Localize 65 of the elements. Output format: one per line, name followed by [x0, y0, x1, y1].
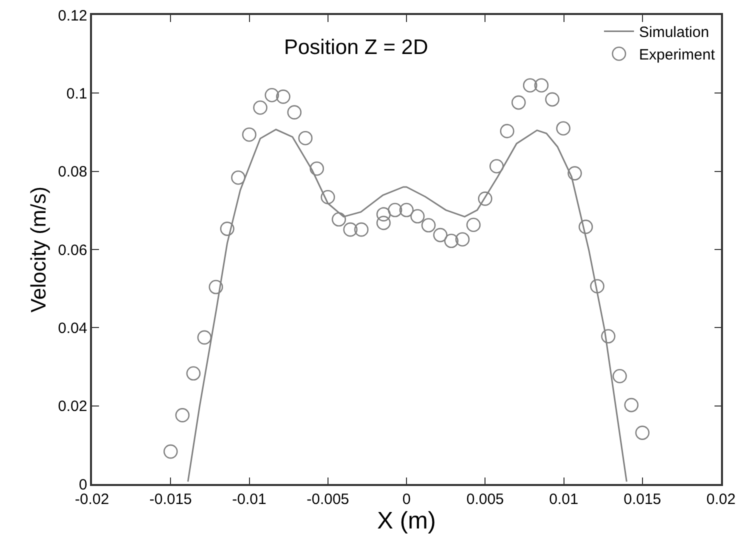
- point: [310, 161, 324, 176]
- point: [601, 329, 616, 344]
- point: [399, 202, 414, 218]
- point: [343, 222, 358, 237]
- point: [242, 127, 256, 142]
- point: [197, 330, 212, 345]
- y-tick-label: 0.12: [58, 7, 88, 24]
- x-tick-label: -0.01: [232, 490, 266, 508]
- point: [556, 121, 570, 136]
- x-tick-label: 0.015: [624, 490, 662, 508]
- x-tick-label: -0.015: [149, 490, 192, 508]
- x-tick-label: 0: [402, 490, 411, 508]
- point: [433, 228, 448, 242]
- point: [489, 159, 504, 174]
- text: Position Z = 2D: [284, 36, 428, 59]
- point: [175, 408, 190, 422]
- y-tick-label: 0.02: [58, 398, 88, 416]
- point: [354, 222, 369, 237]
- point: [545, 92, 560, 107]
- x-tick-label: 0.01: [549, 490, 578, 508]
- point: [208, 280, 224, 294]
- x-axis-title: X (m): [377, 508, 436, 535]
- point: [320, 190, 336, 204]
- point: [231, 170, 246, 185]
- point: [511, 95, 526, 110]
- point: [455, 232, 470, 246]
- point: [376, 207, 391, 222]
- point: [466, 218, 481, 232]
- point: [590, 279, 604, 294]
- point: [388, 202, 402, 218]
- point: [500, 124, 514, 138]
- point: [253, 100, 268, 115]
- y-axis-title: Velocity (m/s): [28, 186, 51, 313]
- point: [186, 366, 201, 381]
- point: [276, 90, 290, 104]
- x-tick-label: 0.005: [466, 490, 504, 508]
- y-tick-label: 0.04: [58, 320, 88, 337]
- point: [376, 216, 391, 230]
- line-series: [187, 128, 628, 482]
- x-tick-label: -0.005: [306, 490, 350, 508]
- point: [568, 166, 582, 180]
- point: [624, 398, 639, 412]
- point: [578, 220, 593, 234]
- x-tick-label: 0.02: [706, 490, 736, 508]
- point: [612, 368, 627, 384]
- point: [635, 426, 650, 440]
- y-tick-label: 0.08: [58, 164, 88, 181]
- y-tick-label: 0.1: [66, 85, 88, 102]
- point: [298, 130, 313, 146]
- point: [444, 234, 458, 248]
- point: [264, 88, 280, 102]
- x-tick-label: -0.02: [74, 490, 110, 508]
- point: [534, 78, 549, 92]
- point: [287, 105, 302, 120]
- y-tick-label: 0: [78, 476, 88, 494]
- point: [163, 444, 178, 459]
- point: [522, 78, 538, 92]
- point: [220, 222, 234, 236]
- point: [421, 218, 436, 232]
- point: [410, 209, 425, 224]
- y-tick-label: 0.06: [58, 242, 88, 259]
- legend-label: Experiment: [639, 46, 716, 64]
- point: [478, 192, 492, 206]
- point: [332, 212, 346, 227]
- legend-label: Simulation: [639, 24, 710, 42]
